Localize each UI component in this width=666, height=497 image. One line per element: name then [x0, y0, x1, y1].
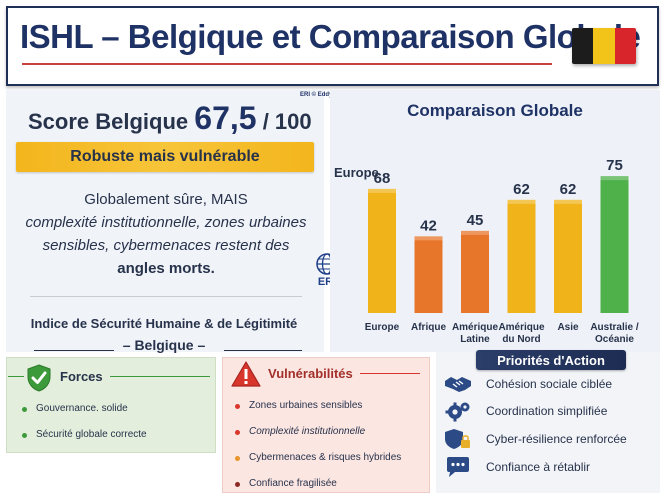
title-underline [22, 63, 552, 65]
list-item: Gouvernance. solide [22, 396, 147, 422]
category-label: Amérique Latine [452, 322, 499, 345]
vulnerabilites-rule [360, 373, 420, 374]
handshake-icon [445, 377, 471, 392]
verdict-banner: Robuste mais vulnérable [16, 142, 314, 172]
bullet-icon [235, 481, 240, 487]
bar-5 [554, 199, 582, 313]
bar-2 [414, 236, 443, 313]
subtitle-rule-right [224, 350, 302, 351]
chart-corner-label: Europe [334, 165, 379, 180]
gears-icon [445, 402, 470, 422]
forces-list: Gouvernance. solide Sécurité globale cor… [22, 396, 147, 448]
bar-highlight [461, 230, 489, 235]
belgium-flag-icon [572, 28, 636, 64]
vulnerabilites-title: Vulnérabilités [268, 366, 353, 381]
bar-highlight [414, 236, 443, 241]
subtitle-rule-left [34, 350, 114, 351]
list-item: Confiance fragilisée [235, 471, 401, 497]
priorites-card [436, 352, 660, 493]
divider [30, 296, 302, 297]
bullet-icon [22, 406, 27, 412]
priority-item-coordination: Coordination simplifiée [444, 399, 658, 423]
bullet-icon [235, 429, 240, 435]
header-panel [6, 6, 659, 86]
index-title: Indice de Sécurité Humaine & de Légitimi… [30, 316, 298, 331]
warning-icon [231, 361, 261, 387]
chat-bubble-icon [447, 457, 469, 477]
shield-check-icon [27, 364, 51, 392]
bar-highlight [368, 188, 396, 193]
summary-line-1: Globalement sûre, MAIS [84, 191, 248, 208]
score-label: Score Belgique [28, 109, 189, 134]
bar-value-label: 45 [467, 212, 484, 229]
bar-highlight [507, 199, 536, 204]
list-item: Cybermenaces & risques hybrides [235, 445, 401, 471]
bar-value-label: 62 [560, 181, 577, 198]
bar-4 [507, 199, 536, 313]
index-subtitle: – Belgique – [122, 337, 206, 353]
score-heading: Score Belgique 67,5 / 100 [28, 100, 312, 137]
summary-line-4: angles morts. [117, 260, 215, 277]
forces-title: Forces [60, 369, 103, 384]
bar-value-label: 42 [420, 217, 437, 234]
score-panel [6, 90, 324, 352]
forces-rule-left [8, 376, 24, 377]
score-max: / 100 [262, 109, 312, 134]
category-label: Afrique [411, 322, 446, 333]
bar-value-label: 68 [374, 170, 391, 187]
category-label: Europe [365, 322, 400, 333]
priority-item-confiance: Confiance à rétablir [444, 455, 658, 479]
credit-text: ERI © Eddy Belflore [300, 92, 357, 98]
score-value: 67,5 [194, 100, 257, 136]
chart-title: Comparaison Globale [407, 101, 583, 120]
bar-highlight [600, 176, 629, 181]
bar-highlight [554, 199, 582, 204]
bar-3 [461, 230, 489, 313]
shield-lock-icon [445, 429, 470, 449]
category-label: Australie / Océanie [590, 322, 639, 345]
priority-item-cyber: Cyber-résilience renforcée [444, 427, 658, 451]
priority-item-cohesion: Cohésion sociale ciblée [444, 372, 658, 396]
summary-line-2: complexité institutionnelle, zones urbai… [25, 214, 307, 231]
bar-value-label: 62 [513, 181, 530, 198]
bullet-icon [235, 455, 240, 461]
vulnerabilites-list: Zones urbaines sensibles Complexité inst… [235, 393, 401, 497]
bar-6 [600, 176, 629, 313]
bar-value-label: 75 [606, 157, 623, 174]
bar-1 [368, 188, 396, 313]
bars-group: 68 Europe 42 Afrique 45 Amérique Latine 62 Améri… [365, 157, 639, 345]
bullet-icon [235, 403, 240, 409]
summary-line-3: sensibles, cybermenaces restent des [42, 237, 290, 254]
list-item: Sécurité globale correcte [22, 422, 147, 448]
category-label: Asie [557, 322, 579, 333]
summary-text: Globalement sûre, MAIS complexité instit… [18, 188, 314, 280]
bullet-icon [22, 432, 27, 438]
list-item: Complexité institutionnelle [235, 419, 401, 445]
page-title: ISHL – Belgique et Comparaison Globale [20, 18, 641, 55]
list-item: Zones urbaines sensibles [235, 393, 401, 419]
forces-rule-right [110, 376, 210, 377]
category-label: Amérique du Nord [498, 322, 545, 345]
priorites-title: Priorités d'Action [476, 350, 626, 370]
